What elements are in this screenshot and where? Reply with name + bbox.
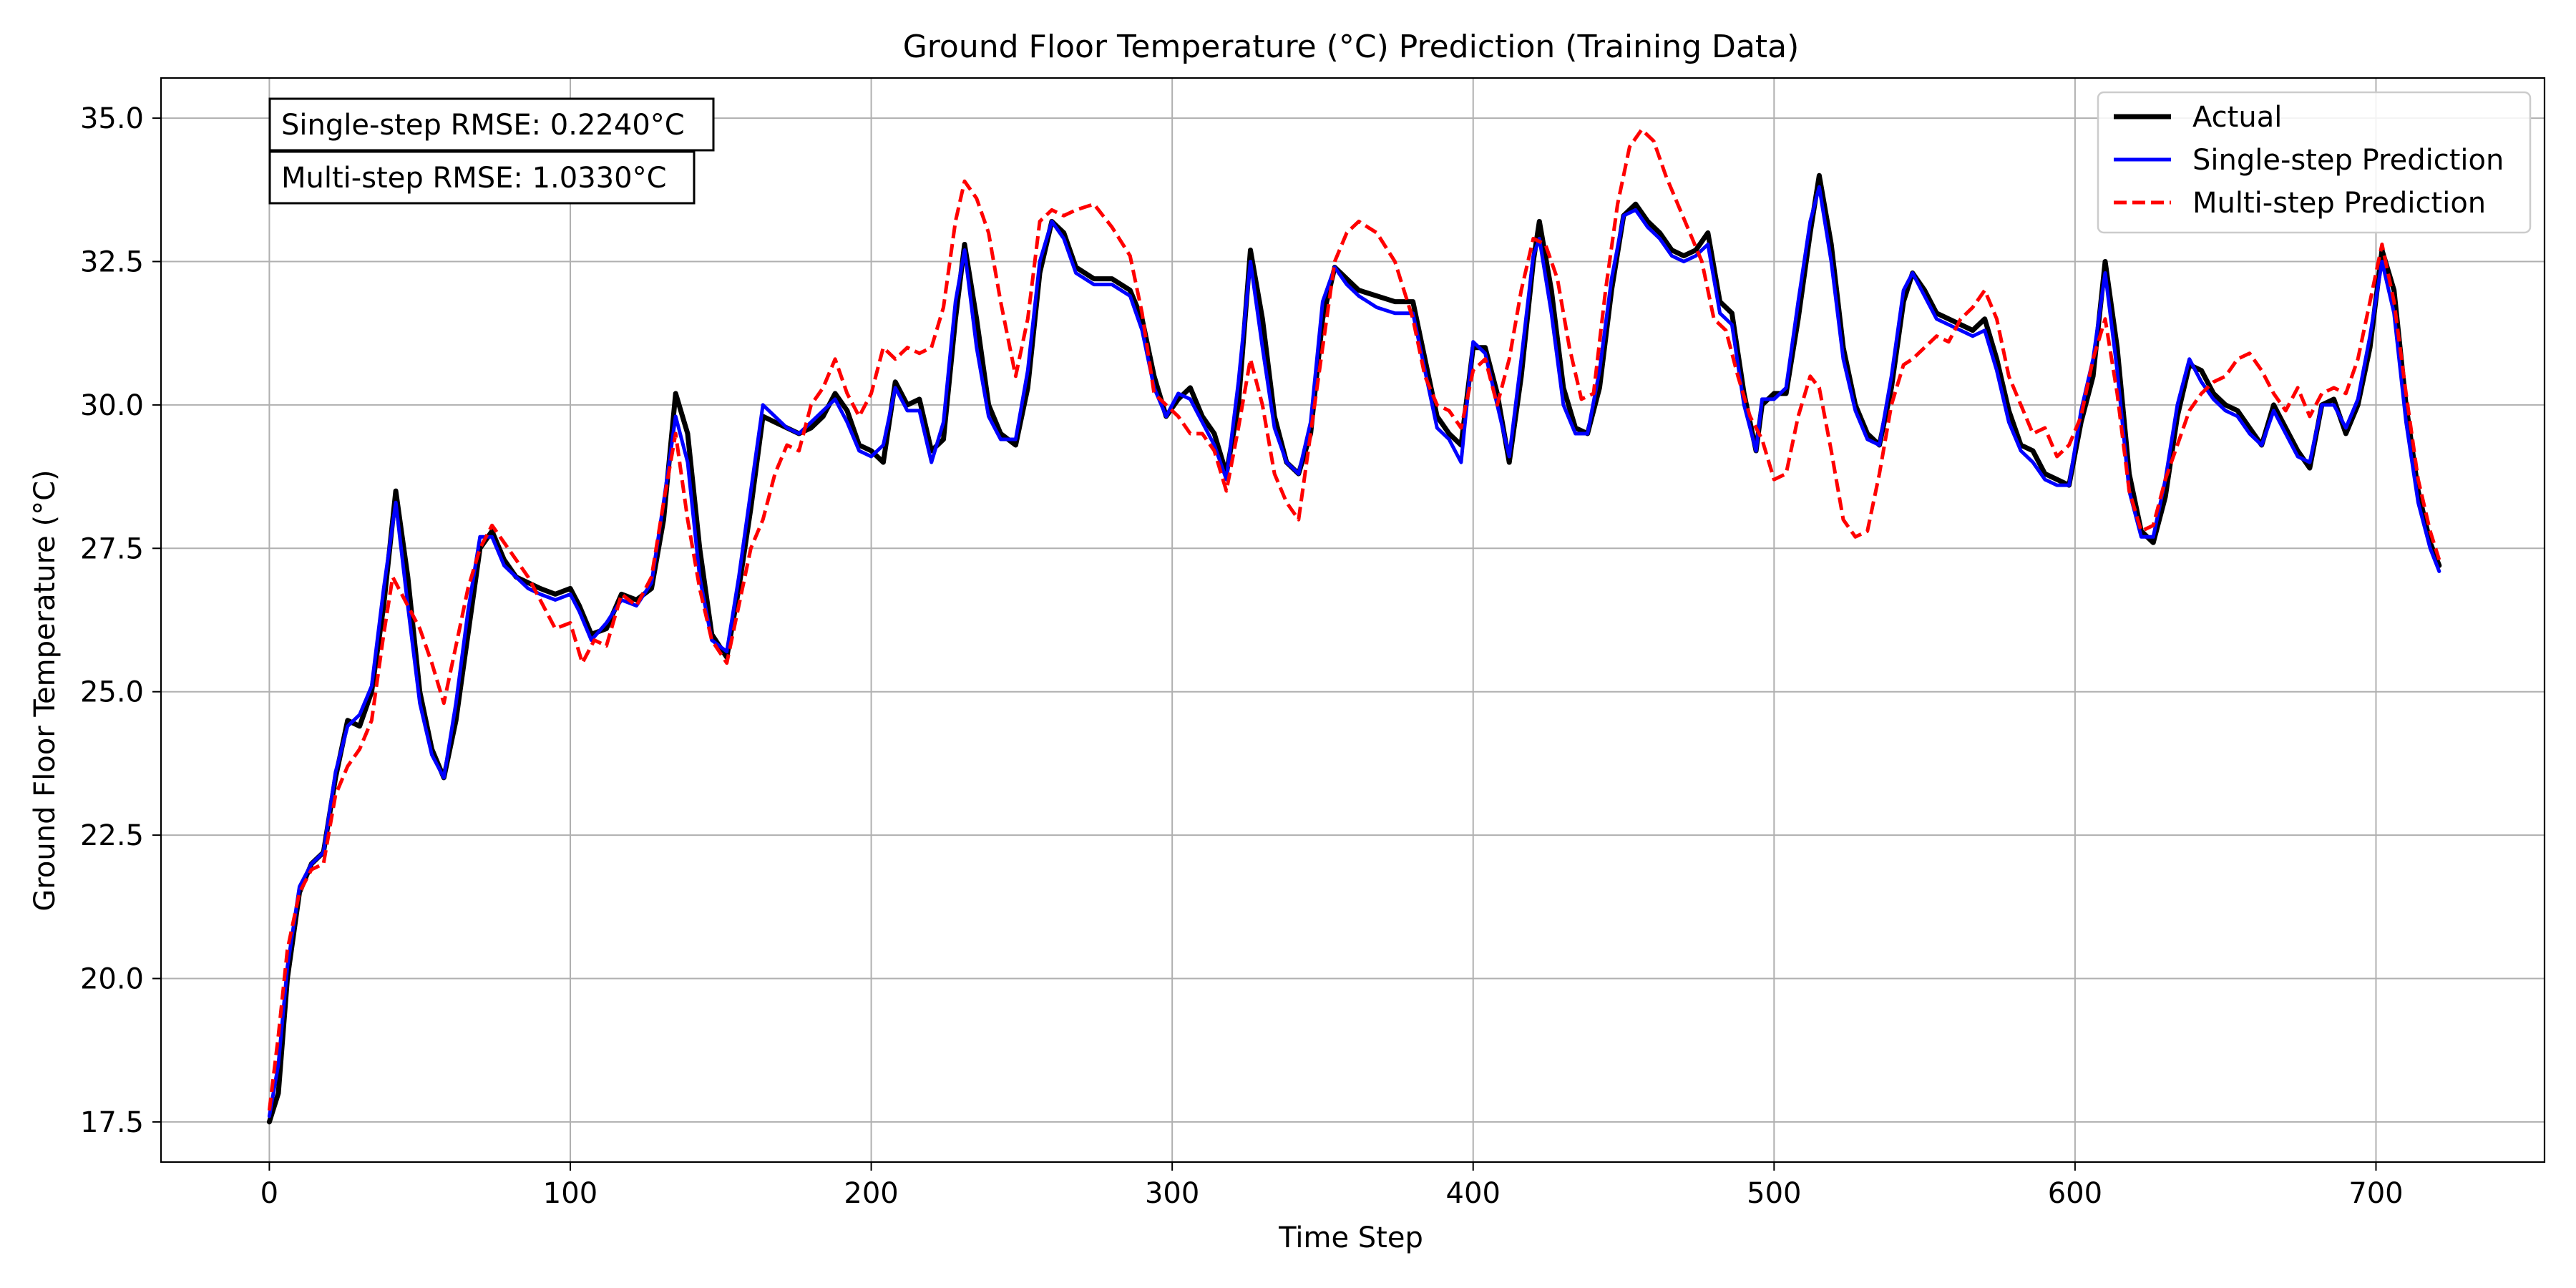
x-tick-label: 400	[1446, 1177, 1501, 1210]
axis-ticks: 0 100 200 300 400 500 600 700 17.5 20.0 22.5 25.0 27…	[80, 102, 2404, 1210]
y-tick-label: 17.5	[80, 1106, 144, 1139]
y-tick-label: 30.0	[80, 389, 144, 422]
x-tick-label: 300	[1145, 1177, 1199, 1210]
y-tick-label: 27.5	[80, 532, 144, 565]
single-step-rmse-text: Single-step RMSE: 0.2240°C	[281, 109, 685, 142]
y-tick-label: 20.0	[80, 962, 144, 995]
y-tick-label: 35.0	[80, 102, 144, 135]
x-tick-label: 600	[2048, 1177, 2102, 1210]
legend-label: Actual	[2192, 101, 2282, 134]
legend-label: Multi-step Prediction	[2192, 187, 2486, 220]
x-tick-label: 500	[1747, 1177, 1801, 1210]
x-tick-label: 0	[260, 1177, 278, 1210]
multi-step-rmse-box	[268, 150, 696, 205]
multi-step-rmse-text: Multi-step RMSE: 1.0330°C	[281, 162, 667, 195]
legend-frame	[2097, 91, 2532, 234]
chart-title: Ground Floor Temperature (°C) Prediction…	[903, 29, 1800, 65]
plot-frame	[160, 77, 2546, 1163]
single-step-rmse-box	[268, 97, 715, 152]
y-tick-label: 22.5	[80, 819, 144, 852]
series-layer	[266, 127, 2442, 1125]
y-tick-label: 25.0	[80, 676, 144, 709]
x-tick-label: 200	[844, 1177, 898, 1210]
x-tick-label: 700	[2348, 1177, 2403, 1210]
x-axis-label: Time Step	[1278, 1221, 1423, 1254]
y-axis-label: Ground Floor Temperature (°C)	[29, 469, 62, 911]
legend-label: Single-step Prediction	[2192, 144, 2504, 177]
legend: Actual Single-step Prediction Multi-step P…	[2097, 91, 2532, 234]
series-line-1	[266, 172, 2442, 1125]
y-tick-label: 32.5	[80, 246, 144, 279]
annotations: Single-step RMSE: 0.2240°C Multi-step RM…	[268, 97, 715, 205]
x-tick-label: 100	[543, 1177, 597, 1210]
series-line-3	[267, 127, 2441, 1111]
grid	[161, 78, 2545, 1162]
